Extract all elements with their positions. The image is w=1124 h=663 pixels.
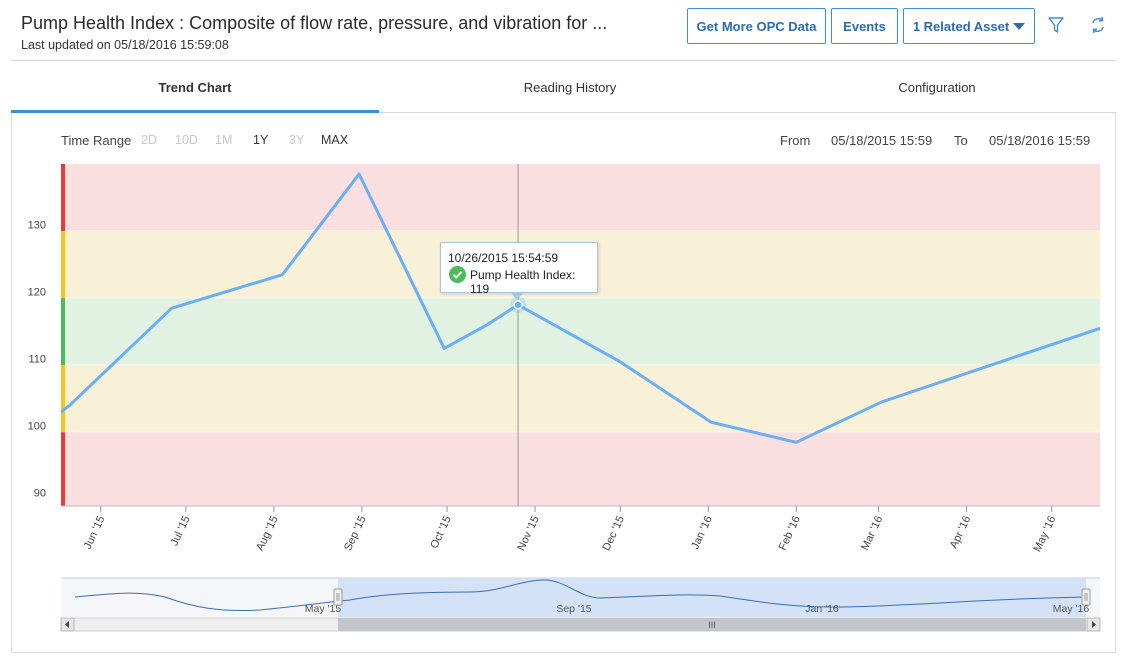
data-tooltip: 10/26/2015 15:54:59 Pump Health Index: 1… bbox=[440, 242, 598, 300]
tab-trend-chart[interactable]: Trend Chart bbox=[158, 79, 232, 95]
tab-bar: Trend Chart Reading History Configuratio… bbox=[11, 61, 1116, 113]
tooltip-value: Pump Health Index: 119 bbox=[470, 268, 576, 296]
tabs-divider bbox=[11, 112, 1116, 113]
tab-reading-history[interactable]: Reading History bbox=[523, 79, 617, 95]
time-range-label: Time Range bbox=[61, 133, 132, 148]
from-value[interactable]: 05/18/2015 15:59 bbox=[831, 133, 933, 148]
check-icon bbox=[449, 266, 466, 283]
range-10d-button[interactable]: 10D bbox=[175, 133, 198, 147]
active-tab-indicator bbox=[11, 110, 379, 113]
refresh-icon[interactable] bbox=[1087, 14, 1109, 36]
from-label: From bbox=[780, 133, 811, 148]
chart-panel bbox=[11, 113, 1116, 653]
related-asset-button[interactable]: 1 Related Asset bbox=[903, 8, 1035, 44]
tooltip-date: 10/26/2015 15:54:59 bbox=[448, 251, 559, 265]
header-divider bbox=[11, 60, 1116, 61]
page-title: Pump Health Index : Composite of flow ra… bbox=[21, 13, 608, 33]
get-more-opc-data-button[interactable]: Get More OPC Data bbox=[687, 8, 826, 44]
chevron-down-icon bbox=[1013, 22, 1026, 30]
filter-icon[interactable] bbox=[1045, 14, 1067, 36]
related-asset-label: 1 Related Asset bbox=[912, 18, 1010, 34]
range-3y-button[interactable]: 3Y bbox=[289, 133, 305, 147]
to-value[interactable]: 05/18/2016 15:59 bbox=[989, 133, 1091, 148]
range-1m-button[interactable]: 1M bbox=[215, 133, 233, 147]
tab-configuration[interactable]: Configuration bbox=[898, 79, 976, 95]
tooltip-pointer bbox=[511, 293, 523, 300]
range-2d-button[interactable]: 2D bbox=[141, 133, 157, 147]
events-button[interactable]: Events bbox=[831, 8, 898, 44]
range-1y-button[interactable]: 1Y bbox=[253, 133, 269, 147]
header: Pump Health Index : Composite of flow ra… bbox=[0, 0, 1124, 60]
range-max-button[interactable]: MAX bbox=[321, 133, 349, 147]
last-updated: Last updated on 05/18/2016 15:59:08 bbox=[21, 38, 229, 52]
to-label: To bbox=[954, 133, 968, 148]
